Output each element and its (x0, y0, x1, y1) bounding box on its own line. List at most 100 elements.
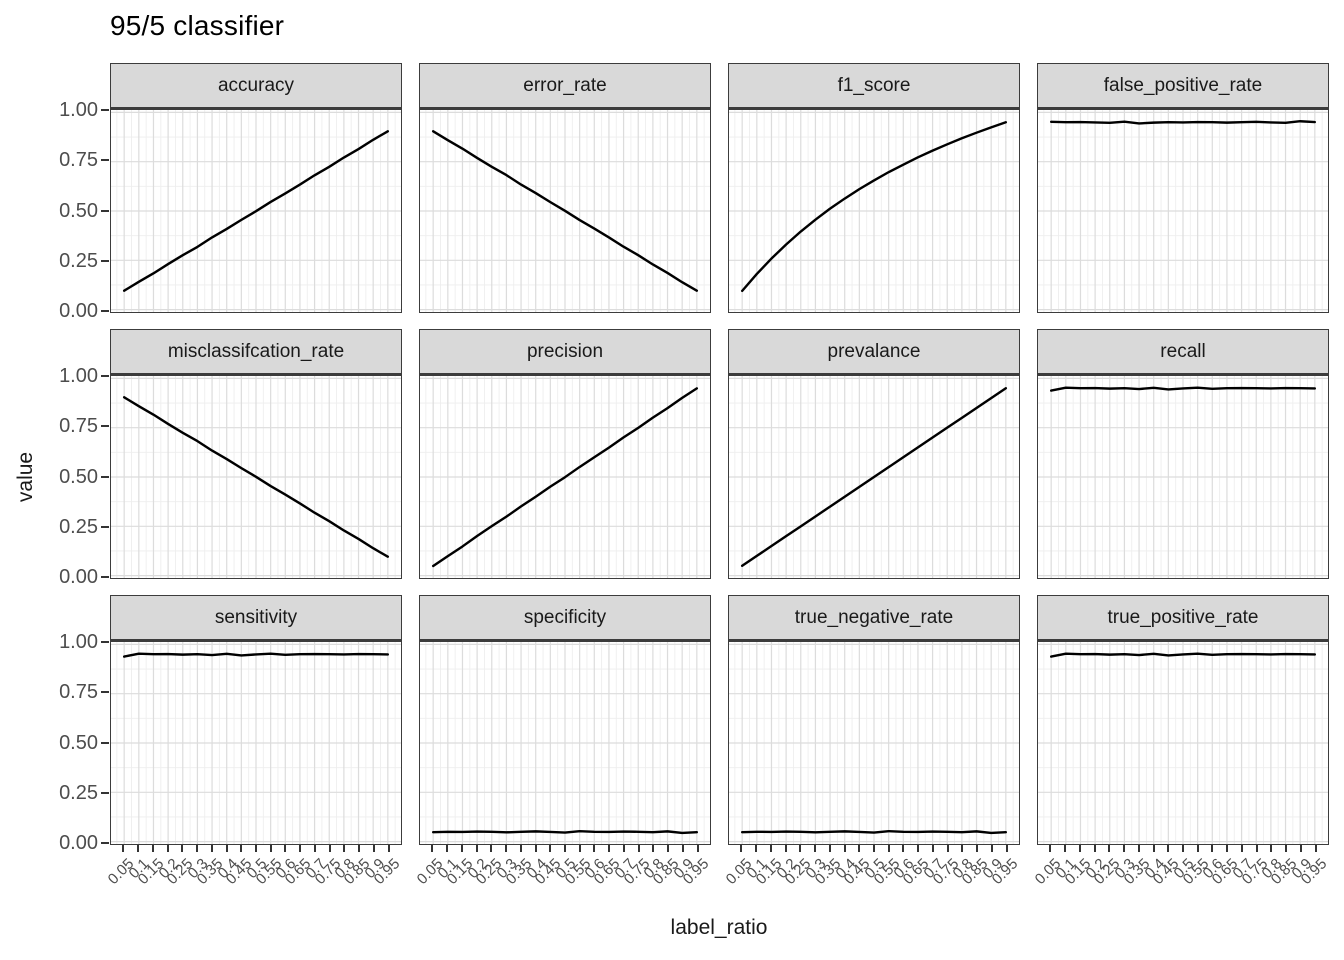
x-axis-tick-mark (1093, 845, 1096, 852)
facet-strip: recall (1037, 329, 1329, 374)
y-axis-tick-label: 0.25 (59, 781, 98, 804)
x-axis-tick-mark (210, 845, 213, 852)
facet-strip-label: true_positive_rate (1107, 606, 1259, 628)
x-axis-tick-mark (519, 845, 522, 852)
x-axis-tick-mark (681, 845, 684, 852)
facet-panel (728, 108, 1020, 313)
facet-panel (419, 640, 711, 845)
facet-error-rate: error_rate (419, 63, 711, 313)
x-axis-tick-mark (1049, 845, 1052, 852)
facet-strip-label: misclassifcation_rate (167, 340, 345, 362)
facet-strip: precision (419, 329, 711, 374)
facet-strip-label: f1_score (837, 74, 911, 96)
facet-panel (110, 640, 402, 845)
facet-precision: precision (419, 329, 711, 579)
y-axis-tick-label: 0.75 (59, 415, 98, 438)
x-axis-tick-mark (873, 845, 875, 852)
x-axis-tick-mark (887, 845, 890, 852)
facet-strip: specificity (419, 595, 711, 640)
x-axis-tick-mark (1226, 845, 1229, 852)
y-axis-tick-mark (101, 791, 109, 794)
x-axis-tick-mark (460, 845, 463, 852)
y-axis-tick-label: 1.00 (59, 631, 98, 654)
x-axis-tick-mark (549, 845, 552, 852)
x-axis-tick-mark (1255, 845, 1258, 852)
x-axis-tick-mark (1196, 845, 1199, 852)
facet-true-negative-rate: true_negative_rate (728, 595, 1020, 845)
x-axis-tick-mark (593, 845, 596, 852)
x-axis-tick-mark (1299, 845, 1302, 852)
y-axis-tick-label: 0.75 (59, 681, 98, 704)
x-axis-tick-mark (858, 845, 861, 852)
facet-strip: false_positive_rate (1037, 63, 1329, 108)
x-axis-tick-mark (799, 845, 802, 852)
facet-strip-label: specificity (523, 606, 607, 628)
y-axis-tick-mark (101, 575, 109, 578)
facet-strip-label: false_positive_rate (1103, 74, 1263, 96)
x-axis-tick-mark (946, 845, 949, 852)
x-axis-tick-mark (1137, 845, 1140, 852)
facet-strip: true_positive_rate (1037, 595, 1329, 640)
facet-specificity: specificity (419, 595, 711, 845)
x-axis-tick-mark (372, 845, 375, 852)
x-axis-tick-mark (828, 845, 831, 852)
x-axis-tick-mark (1108, 845, 1111, 852)
facet-line-plot (420, 642, 710, 844)
facet-misclassifcation-rate: misclassifcation_rate (110, 329, 402, 579)
x-axis-tick-mark (358, 845, 361, 852)
x-axis-tick-mark (1314, 845, 1317, 852)
y-axis-tick-mark (101, 641, 109, 644)
x-axis-tick-mark (1211, 845, 1214, 852)
y-axis-tick-label: 1.00 (59, 99, 98, 122)
facet-prevalance: prevalance (728, 329, 1020, 579)
facet-line-plot (1038, 110, 1328, 312)
facet-line-plot (420, 110, 710, 312)
facet-strip-label: accuracy (217, 74, 295, 96)
x-axis-tick-mark (269, 845, 272, 852)
x-axis-tick-mark (814, 845, 816, 852)
y-axis-tick-mark (101, 375, 109, 378)
x-axis-tick-mark (1064, 845, 1067, 852)
y-axis-tick-label: 1.00 (59, 365, 98, 388)
x-axis-tick-mark (784, 845, 787, 852)
x-axis-tick-mark (137, 845, 140, 852)
x-axis-tick-mark (431, 845, 434, 852)
y-axis-tick-label: 0.50 (59, 465, 98, 488)
x-axis-tick-mark (902, 845, 905, 852)
facet-strip-label: recall (1160, 340, 1206, 362)
x-axis-tick-mark (1005, 845, 1008, 852)
facet-panel (419, 108, 711, 313)
x-axis-tick-mark (196, 845, 198, 852)
x-axis-tick-mark (917, 845, 920, 852)
x-axis-tick-mark (166, 845, 169, 852)
plot-title: 95/5 classifier (110, 10, 285, 41)
x-axis-tick-mark (1078, 845, 1081, 852)
facet-panel (1037, 108, 1329, 313)
facet-recall: recall (1037, 329, 1329, 579)
facet-strip-label: precision (526, 340, 604, 362)
facet-line-plot (420, 376, 710, 578)
facet-strip: misclassifcation_rate (110, 329, 402, 374)
facet-panel (110, 108, 402, 313)
x-axis-tick-mark (769, 845, 772, 852)
facet-true-positive-rate: true_positive_rate (1037, 595, 1329, 845)
x-axis-title: label_ratio (670, 916, 768, 939)
x-axis-tick-mark (490, 845, 493, 852)
x-axis-tick-mark (534, 845, 537, 852)
facet-line-plot (729, 642, 1019, 844)
x-axis-tick-mark (475, 845, 478, 852)
x-axis-tick-mark (608, 845, 611, 852)
x-axis-tick-mark (1152, 845, 1155, 852)
x-axis-tick-mark (387, 845, 390, 852)
facet-line-plot (1038, 642, 1328, 844)
x-axis-tick-mark (976, 845, 979, 852)
y-axis-tick-mark (101, 425, 109, 428)
y-axis-tick-mark (101, 691, 109, 694)
x-axis-tick-mark (1285, 845, 1288, 852)
x-axis-tick-mark (505, 845, 507, 852)
facet-f1-score: f1_score (728, 63, 1020, 313)
x-axis-tick-mark (255, 845, 257, 852)
x-axis-tick-mark (931, 845, 934, 852)
x-axis-tick-mark (1270, 845, 1273, 852)
